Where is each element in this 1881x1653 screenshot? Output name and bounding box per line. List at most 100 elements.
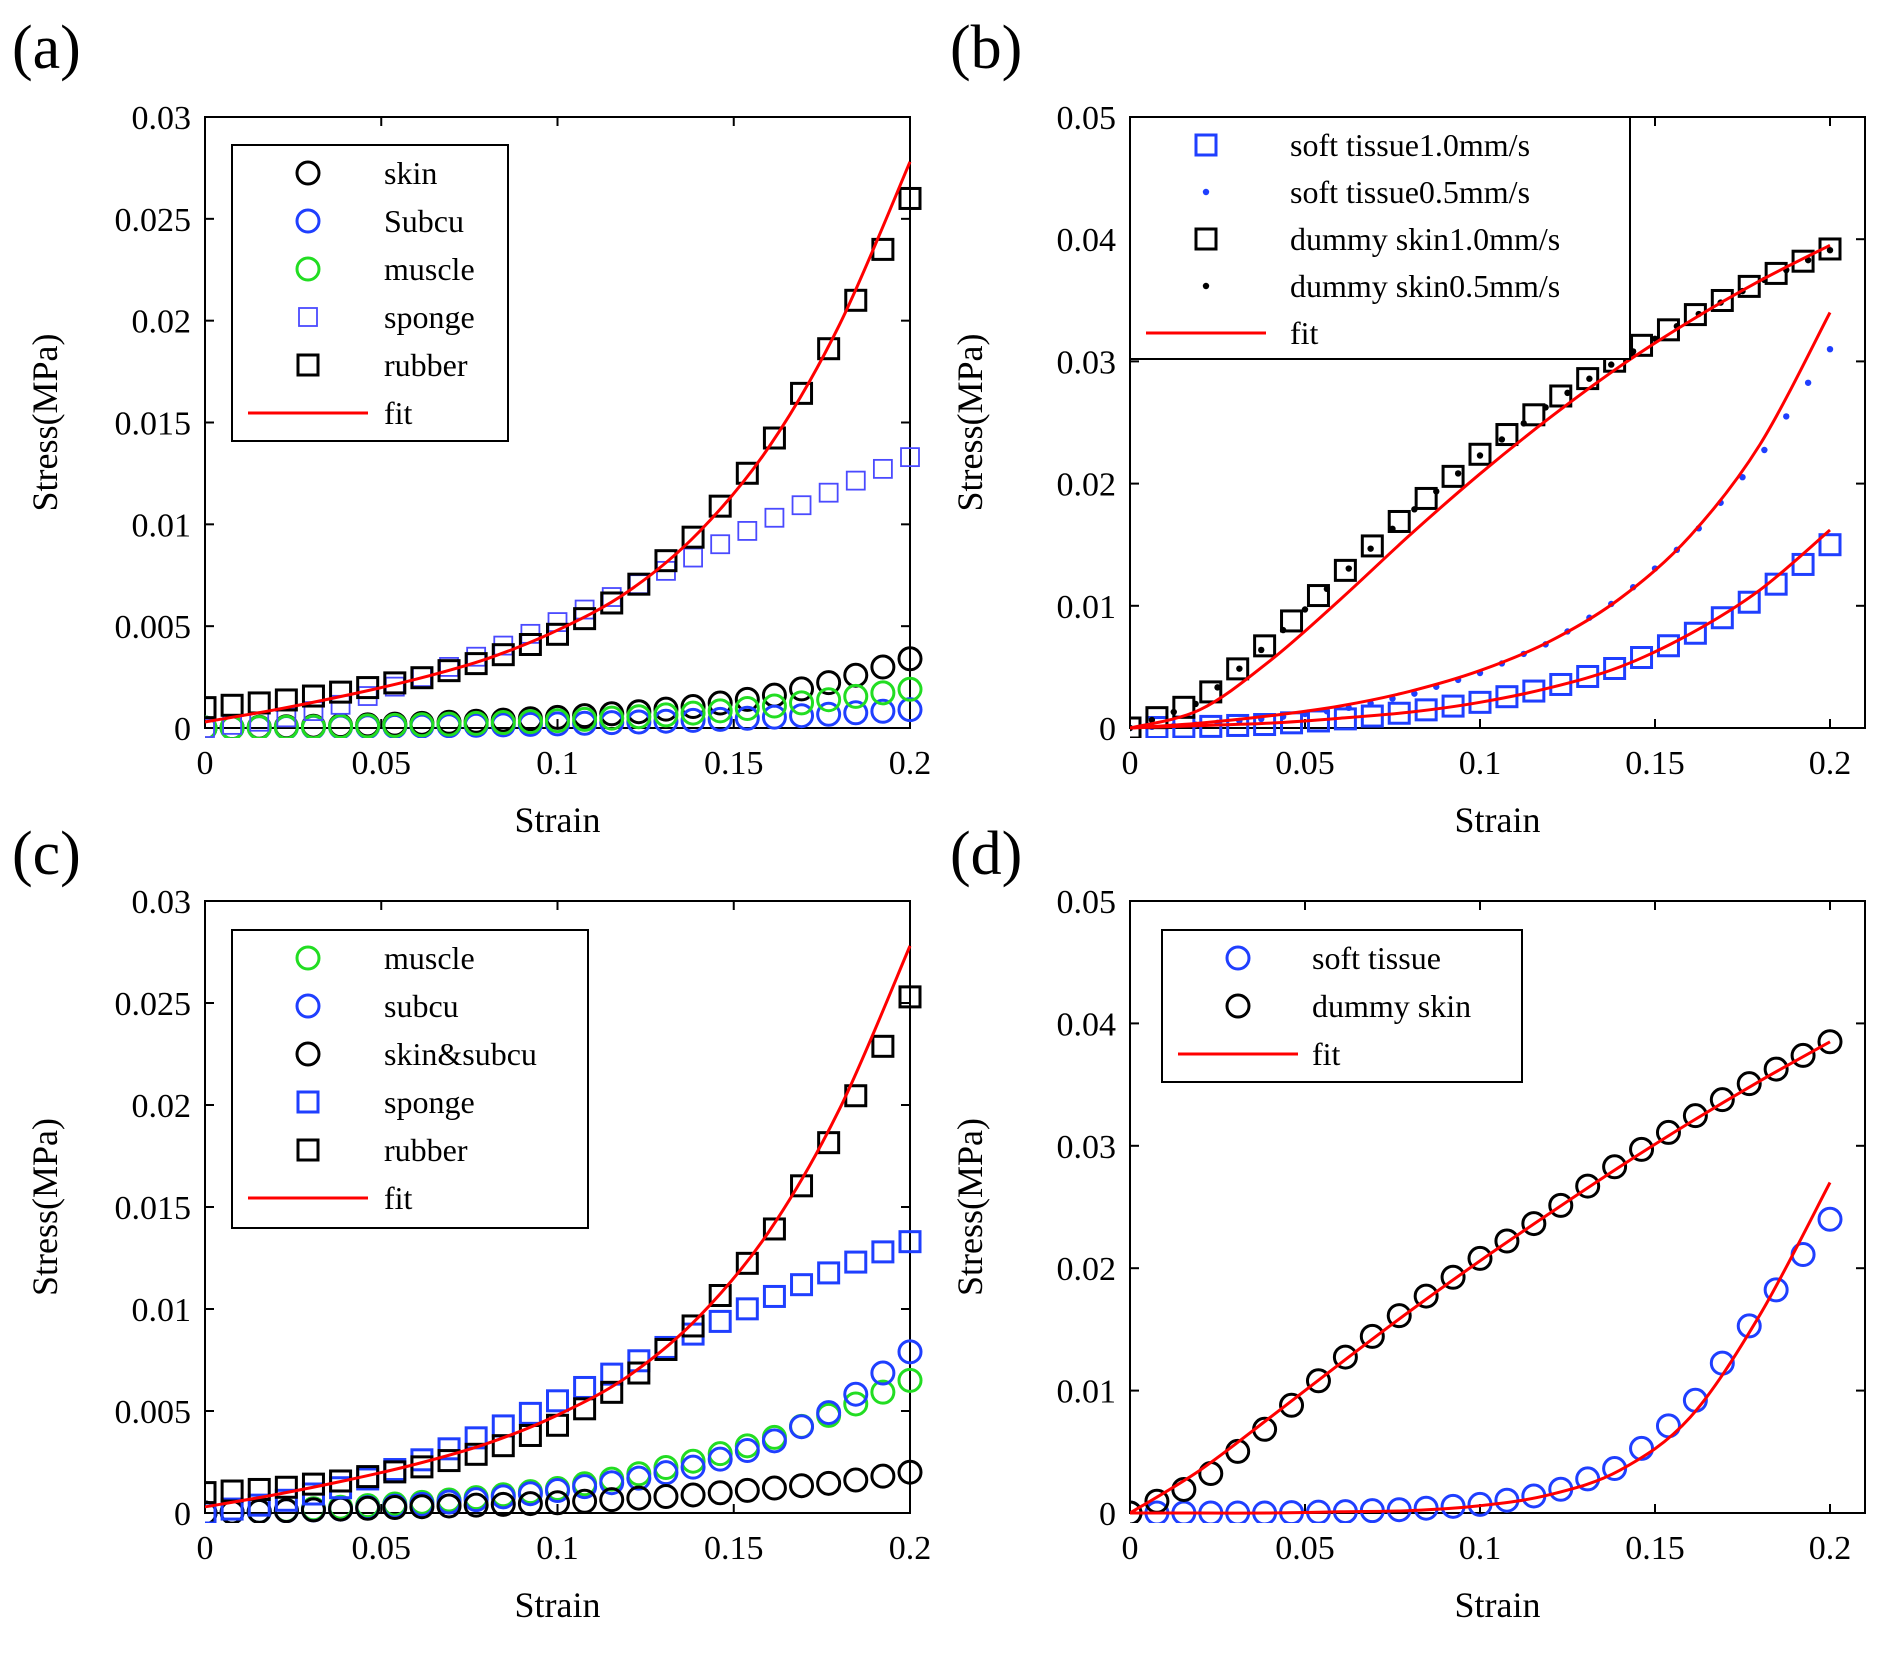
data-point: [708, 494, 732, 518]
data-point: [205, 718, 215, 738]
data-point: [573, 1397, 597, 1421]
legend-marker-icon: [1225, 993, 1251, 1019]
data-point: [789, 703, 815, 729]
data-point: [762, 426, 786, 450]
data-point: [1549, 384, 1573, 408]
data-point: [518, 632, 542, 656]
data-point: [1468, 442, 1492, 466]
data-point: [1498, 436, 1506, 443]
data-point: [707, 1446, 733, 1472]
x-tick-label: 0: [1122, 745, 1139, 782]
data-point: [1549, 672, 1573, 696]
data-point: [764, 507, 785, 528]
x-tick-label: 0.05: [1275, 745, 1335, 782]
data-point: [410, 1455, 434, 1479]
y-tick-label: 0.02: [1057, 1251, 1117, 1288]
data-point: [897, 646, 923, 672]
series-muscle: [205, 676, 923, 738]
data-point: [680, 1454, 706, 1480]
data-point: [599, 1470, 625, 1496]
data-point: [710, 534, 731, 555]
data-point: [1548, 1192, 1574, 1218]
data-point: [437, 659, 461, 683]
panel-b: 0 0.05 0.1 0.15 0.2 0 0.01 0.02 0.03 0.04 0.05 Stra…: [950, 14, 1866, 840]
data-point: [1761, 446, 1768, 454]
data-point: [599, 705, 625, 731]
data-point: [490, 1491, 516, 1517]
data-point: [382, 712, 408, 738]
data-point: [654, 1337, 678, 1361]
data-point: [654, 549, 678, 573]
legend-marker-icon: [1225, 945, 1251, 971]
data-point: [1520, 420, 1527, 427]
plot-data: [205, 161, 923, 738]
x-axis-label: Strain: [515, 800, 601, 840]
data-point: [1148, 716, 1156, 724]
data-point: [1682, 1103, 1708, 1129]
data-point: [680, 700, 706, 726]
legend-label: dummy skin1.0mm/s: [1290, 221, 1560, 257]
x-tick-label: 0: [1122, 1530, 1139, 1567]
data-point: [897, 697, 923, 723]
data-point: [734, 695, 760, 721]
data-point: [627, 1361, 651, 1385]
data-point: [1359, 1323, 1385, 1349]
data-point: [301, 684, 325, 708]
data-point: [626, 1465, 652, 1491]
data-point: [205, 715, 218, 738]
data-point: [1576, 664, 1600, 688]
data-point: [1763, 1277, 1789, 1303]
legend-marker-icon: [295, 945, 321, 971]
data-point: [463, 1492, 489, 1518]
fit-line: [205, 161, 912, 724]
data-point: [680, 707, 706, 733]
y-tick-label: 0.02: [1057, 467, 1117, 504]
y-tick-label: 0.03: [1057, 344, 1117, 381]
x-axis-label: Strain: [1455, 1585, 1541, 1625]
data-point: [599, 1487, 625, 1513]
data-point: [1454, 470, 1462, 477]
fit-line: [1130, 1181, 1832, 1515]
data-point: [872, 458, 893, 479]
data-point: [653, 708, 679, 734]
data-point: [1783, 413, 1790, 420]
y-tick-label: 0.02: [132, 304, 192, 341]
legend-marker-icon: [295, 208, 321, 234]
y-axis-label: Stress(MPa): [950, 1118, 990, 1296]
data-point: [1306, 584, 1330, 608]
fit-line: [1130, 311, 1832, 730]
data-point: [734, 1438, 760, 1464]
y-tick-label: 0.02: [132, 1088, 192, 1125]
data-point: [843, 1467, 869, 1493]
data-point: [816, 687, 842, 713]
data-point: [518, 1401, 542, 1425]
data-point: [870, 1379, 896, 1405]
data-point: [1236, 665, 1243, 672]
data-point: [1411, 506, 1418, 513]
data-point: [843, 1391, 869, 1417]
data-point: [1791, 249, 1815, 273]
data-point: [572, 1474, 598, 1500]
legend: skin Subcu muscle sponge rubber fit: [231, 144, 509, 442]
data-point: [1279, 626, 1287, 634]
data-point: [680, 1482, 706, 1508]
data-point: [410, 666, 434, 690]
data-point: [898, 985, 922, 1009]
data-point: [220, 1497, 244, 1521]
data-point: [300, 714, 326, 738]
data-point: [1414, 486, 1438, 510]
data-point: [1345, 565, 1352, 572]
x-tick-label: 0: [197, 1530, 214, 1567]
legend: muscle subcu skin&subcu sponge rubber fit: [231, 929, 589, 1229]
data-point: [789, 676, 815, 702]
data-point: [1683, 303, 1707, 327]
y-axis-label: Stress(MPa): [950, 334, 990, 512]
data-point: [761, 693, 787, 719]
data-point: [734, 705, 760, 731]
data-point: [1258, 646, 1265, 654]
data-point: [816, 1400, 842, 1426]
data-point: [1709, 1087, 1735, 1113]
data-point: [707, 690, 733, 716]
data-point: [653, 1460, 679, 1486]
data-point: [1656, 634, 1680, 658]
